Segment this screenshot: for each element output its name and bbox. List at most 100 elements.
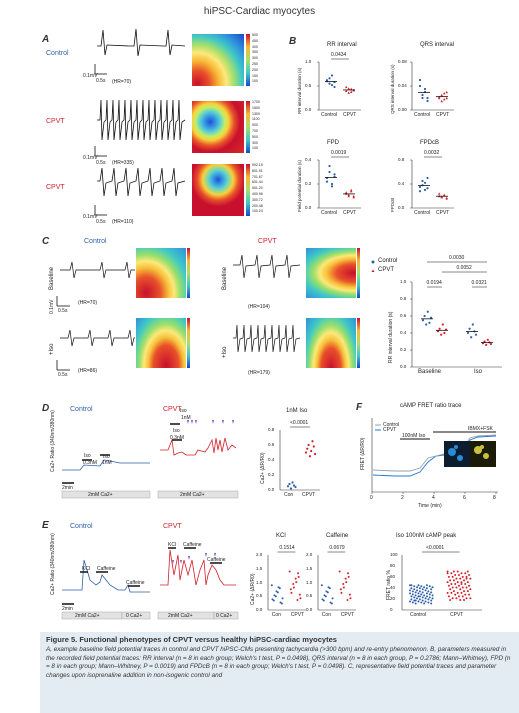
e-point-control: [417, 600, 420, 603]
e-pvalue: 0.1514: [279, 545, 295, 551]
b-point: [421, 179, 424, 183]
colorbar-a1-tick: 150: [252, 73, 258, 78]
e-point-cpvt: [452, 570, 455, 573]
b-ytick-label: 0.4: [398, 181, 405, 186]
e-point-control: [424, 597, 427, 600]
e-point-cpvt: [339, 588, 342, 591]
b-point: [418, 185, 422, 189]
b-point: [347, 91, 350, 94]
e-point-cpvt: [450, 572, 453, 575]
b-point: [328, 82, 331, 85]
e-point-control: [423, 594, 426, 597]
e-title: Iso 100nM cAMP peak: [396, 533, 457, 539]
b-point: [418, 78, 422, 82]
d-ytick-label: 0.2: [268, 472, 275, 477]
e-point-control: [275, 590, 278, 593]
heatmap-c1: [136, 248, 186, 298]
e-point-cpvt: [459, 588, 462, 591]
c-legend-cpvt: CPVT: [378, 267, 395, 273]
colorbar-a1-tick: 300: [252, 56, 258, 61]
e-point-control: [329, 601, 332, 604]
e-cat-1: CPVT: [290, 612, 305, 618]
colorbar-a1: [246, 34, 250, 86]
e-title: KCl: [276, 533, 286, 539]
e-point-control: [424, 600, 427, 603]
e-point-control: [420, 585, 423, 588]
e-point-cpvt: [469, 597, 472, 600]
c-pvalue: 0.0030: [449, 255, 465, 261]
b-point: [440, 99, 443, 103]
b-ytick-label: 0.08: [398, 59, 407, 64]
b-point: [426, 187, 429, 190]
e-point-cpvt: [294, 577, 297, 580]
panel-f-annot-ibmx: IBMX+FSK: [468, 426, 493, 432]
panel-d-cpvt-label: CPVT: [163, 406, 182, 413]
b-point: [345, 85, 348, 89]
d-point-control: [291, 481, 294, 484]
e-peak-ylabel: FRET ratio %: [386, 570, 392, 600]
heatmap-c3: [136, 318, 186, 368]
heatmap-a-cpvt2: [192, 164, 244, 216]
e-point-control: [430, 588, 433, 591]
e-kcl-marker: KCl: [82, 566, 91, 572]
panel-d-scale-t: 2min: [62, 485, 73, 491]
c-point: [426, 310, 429, 313]
colorbar-a3-tick: 902.15: [252, 163, 263, 167]
e-ytick-label: 0.0: [306, 607, 313, 612]
e-point-cpvt: [449, 598, 452, 601]
d-cat-0: Con: [284, 492, 294, 498]
iso-d1-conc: 0.3nM: [83, 460, 97, 466]
b-cat-0: Control: [414, 210, 431, 216]
e-point-cpvt: [456, 591, 459, 594]
e-cat-0: Con: [321, 612, 331, 618]
e-point-control: [427, 601, 430, 604]
e-bar-4: 0 Ca2+: [216, 613, 233, 619]
e-point-cpvt: [292, 582, 295, 585]
colorbar-a3: [246, 164, 250, 216]
d-point-cpvt: [311, 440, 314, 443]
colorbar-a3-tick: 701.67: [252, 174, 263, 179]
e-point-control: [430, 591, 433, 594]
b-point: [330, 74, 334, 77]
b-cat-1: CPVT: [436, 112, 450, 118]
b-point: [330, 83, 334, 87]
e-point-cpvt: [461, 575, 464, 578]
e-point-cpvt: [446, 572, 449, 575]
e-point-control: [423, 602, 426, 605]
e-point-cpvt: [447, 584, 450, 587]
b-point: [418, 84, 422, 88]
d-pvalue: <0.0001: [290, 420, 309, 426]
d-point-cpvt: [308, 455, 311, 458]
colorbar-a1-tick: 200: [252, 67, 258, 72]
c-point: [425, 323, 428, 326]
trace-control-a: [97, 28, 186, 57]
e-cpvt-caff-2: Caffeine: [207, 557, 226, 563]
b-point: [328, 164, 331, 168]
d-point-cpvt: [304, 451, 308, 454]
e-bar-2: 0 Ca2+: [126, 613, 143, 619]
figure-caption: Figure 5. Functional phenotypes of CPVT …: [40, 632, 519, 713]
e-point-control: [418, 598, 421, 601]
e-point-control: [409, 600, 411, 603]
hr-c1: (HR=70): [78, 300, 98, 306]
e-point-cpvt: [299, 597, 302, 600]
b-ytick-label: 0.8: [398, 157, 405, 162]
e-point-control: [414, 594, 417, 597]
panel-f-annot-iso: 100nM Iso: [402, 433, 426, 439]
b-cat-0: Control: [321, 210, 338, 216]
c-point: [421, 319, 425, 322]
e-point-control: [431, 586, 434, 589]
e-point-cpvt: [461, 595, 464, 598]
b-point: [350, 90, 353, 93]
e-point-cpvt: [450, 582, 453, 585]
c-point: [441, 323, 444, 326]
e-point-control: [409, 584, 411, 587]
b-point: [325, 180, 329, 183]
e-point-cpvt: [469, 577, 472, 580]
b-point: [421, 96, 424, 100]
b-title: FPD: [327, 140, 339, 146]
e-point-cpvt: [338, 570, 341, 573]
b-point: [333, 173, 336, 176]
